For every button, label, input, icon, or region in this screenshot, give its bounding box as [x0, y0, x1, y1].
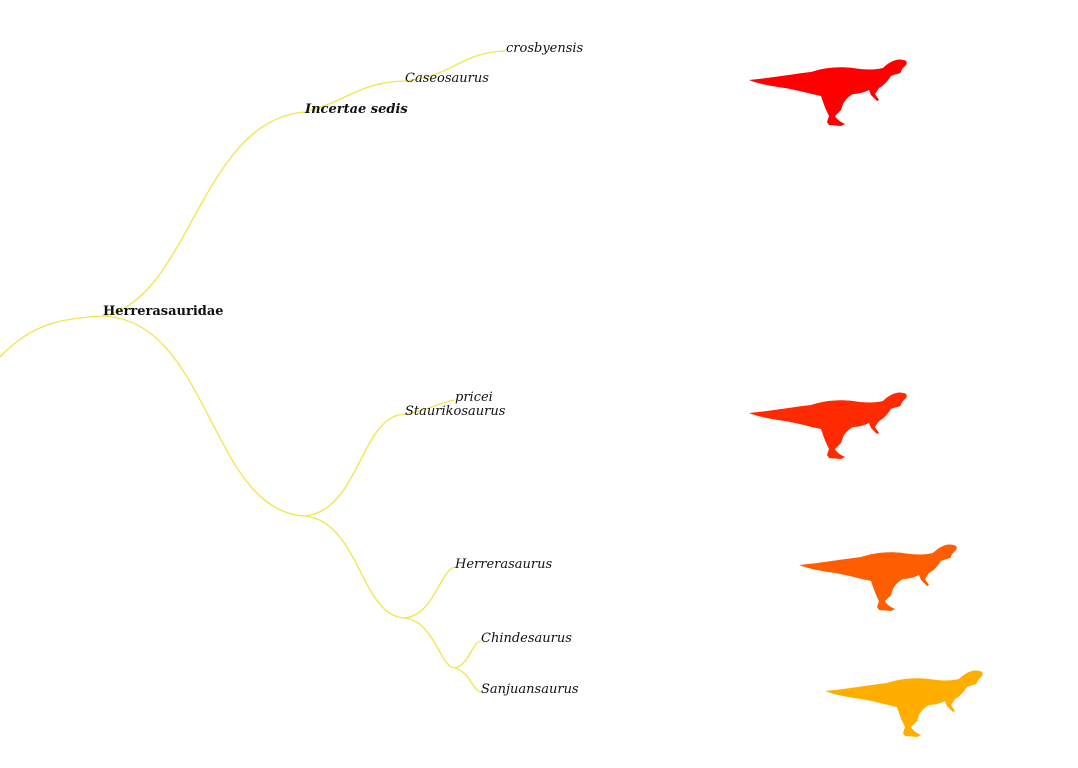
branch-herrera-clade [305, 516, 405, 618]
herrerasaurus-silhouette-icon[interactable] [799, 544, 957, 611]
label-pricei[interactable]: pricei [455, 390, 493, 405]
label-herrerasauridae[interactable]: Herrerasauridae [103, 304, 224, 319]
branch-staurikosaurus [305, 414, 405, 516]
label-sanjuansaurus[interactable]: Sanjuansaurus [481, 682, 579, 697]
label-chindesaurus[interactable]: Chindesaurus [481, 631, 572, 646]
caseosaurus-silhouette-icon[interactable] [749, 59, 907, 126]
label-incertae-sedis[interactable]: Incertae sedis [304, 102, 408, 117]
branch-chindesaurus-clade [405, 618, 455, 668]
staurikosaurus-silhouette-icon[interactable] [749, 392, 907, 459]
branches [0, 51, 506, 692]
label-crosbyensis[interactable]: crosbyensis [506, 41, 584, 56]
branch-herrerasaurinae [103, 316, 305, 516]
label-caseosaurus[interactable]: Caseosaurus [405, 71, 489, 86]
label-staurikosaurus[interactable]: Staurikosaurus [405, 404, 506, 419]
label-herrerasaurus[interactable]: Herrerasaurus [454, 557, 552, 572]
branch-chindesaurus [455, 641, 481, 668]
branch-herrerasaurus [405, 567, 455, 618]
sanjuansaurus-silhouette-icon[interactable] [825, 670, 983, 737]
branch-incertae [103, 112, 305, 316]
branch-sanjuansaurus [455, 668, 481, 692]
branch-root [0, 316, 103, 357]
